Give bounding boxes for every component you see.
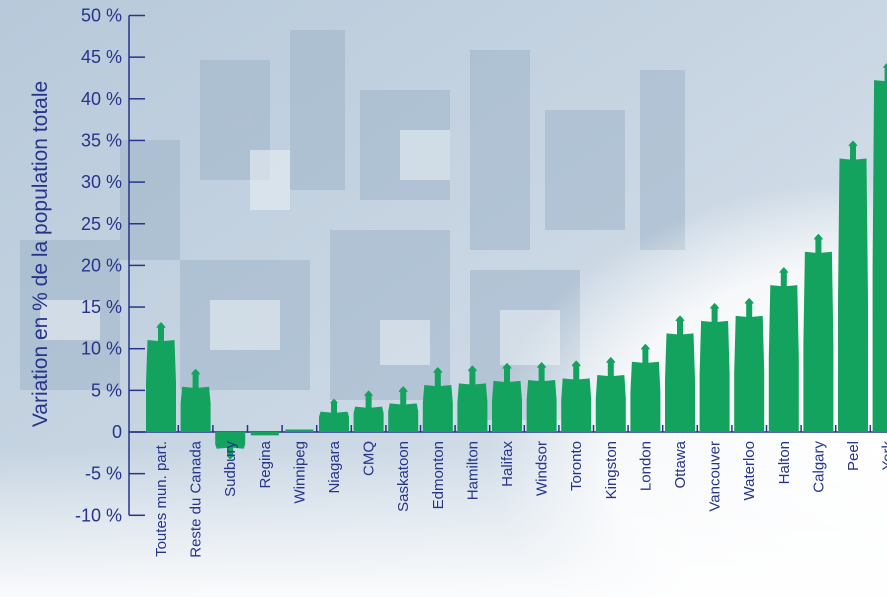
y-tick-label: 15 % (81, 297, 122, 317)
category-label: Kingston (603, 441, 620, 499)
y-tick-label: 5 % (91, 380, 122, 400)
category-labels: Toutes mun. part. Reste du Canada Sudbury R… (153, 440, 887, 557)
category-label: Ottawa (672, 440, 689, 488)
category-label: Vancouver (707, 441, 724, 512)
y-tick-label: 35 % (81, 130, 122, 150)
y-tick-label: 40 % (81, 89, 122, 109)
category-label: Reste du Canada (188, 440, 205, 557)
y-tick-label: 30 % (81, 172, 122, 192)
category-label: Windsor (534, 441, 551, 496)
y-tick-label: -10 % (75, 505, 122, 525)
figure-winnipeg (285, 429, 314, 432)
figure-hamilton (457, 365, 488, 432)
figure-peel (838, 140, 868, 432)
category-label: Peel (845, 441, 862, 471)
category-label: Waterloo (741, 441, 758, 500)
figure-calgary (803, 233, 834, 432)
y-tick-label: 20 % (81, 255, 122, 275)
y-tick-label: 10 % (81, 339, 122, 359)
category-label: London (637, 441, 654, 491)
figure-york (872, 62, 887, 432)
figure-regina (250, 432, 279, 436)
category-label: Hamilton (464, 441, 481, 500)
y-axis: 50 % 45 % 40 % 35 % 30 % 25 % 20 % 15 % 10 % 5 % 0… (75, 6, 145, 525)
category-label: Edmonton (430, 441, 447, 509)
figure-cmq (353, 390, 384, 432)
category-label: CMQ (361, 441, 378, 476)
figures-layer (146, 62, 887, 460)
figure-vancouver (699, 302, 730, 432)
figure-sudbury (215, 432, 246, 460)
figure-london (630, 343, 661, 432)
category-label: Calgary (810, 441, 827, 493)
y-tick-label: 50 % (81, 6, 122, 26)
y-tick-label: 0 (112, 422, 122, 442)
y-axis-title: Variation en % de la population totale (29, 81, 52, 427)
category-label: Halifax (499, 441, 516, 487)
figure-waterloo (734, 297, 765, 432)
category-label: Winnipeg (291, 441, 308, 504)
category-label: York (880, 441, 887, 471)
figure-reste-du-canada (180, 368, 211, 432)
figure-saskatoon (388, 386, 419, 432)
category-label: Halton (776, 441, 793, 484)
category-label: Niagara (326, 440, 343, 493)
category-label: Toutes mun. part. (153, 441, 170, 557)
category-label: Regina (257, 440, 274, 488)
y-tick-label: 25 % (81, 214, 122, 234)
y-tick-label: -5 % (85, 464, 122, 484)
y-tick-label: 45 % (81, 47, 122, 67)
figure-edmonton (422, 367, 453, 432)
category-label: Saskatoon (395, 441, 412, 512)
figure-halton (768, 267, 799, 432)
figure-toutes-mun-part (146, 322, 176, 432)
category-label: Toronto (568, 441, 585, 491)
figure-windsor (526, 362, 557, 432)
figure-kingston (595, 357, 626, 432)
figure-halifax (492, 362, 522, 432)
category-label: Sudbury (222, 441, 239, 497)
figure-niagara (319, 398, 349, 432)
figure-ottawa (665, 315, 695, 432)
figure-toronto (561, 360, 592, 432)
